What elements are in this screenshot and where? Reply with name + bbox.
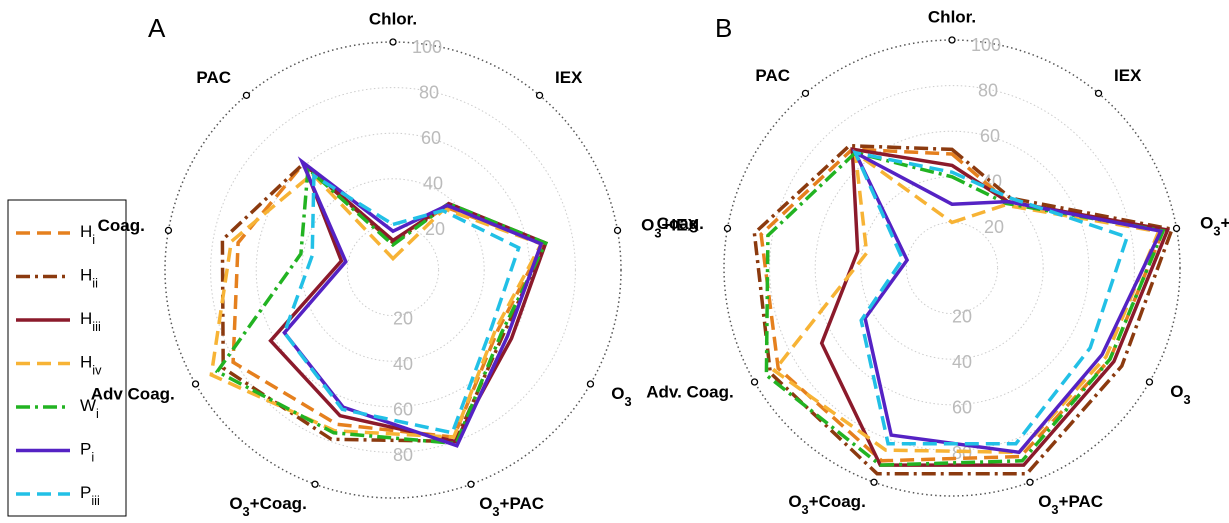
- axis-label: Chlor.: [928, 7, 976, 26]
- axis-label: Adv Coag.: [91, 384, 175, 403]
- axis-marker: [723, 224, 732, 233]
- r-tick-label: 100: [971, 35, 1001, 55]
- axis-marker: [750, 378, 759, 386]
- series-line: [231, 161, 546, 439]
- axis-marker: [467, 480, 475, 488]
- legend-label: Hii: [80, 266, 98, 290]
- axis-marker: [535, 91, 544, 99]
- series-line: [282, 156, 544, 448]
- axis-label: O3+IEX: [641, 216, 699, 240]
- panel-title: B: [715, 13, 732, 43]
- axis-label: O3+IEX: [1200, 214, 1229, 238]
- series-line: [852, 150, 1130, 446]
- r-tick-label: 20: [984, 217, 1004, 237]
- series-line: [752, 143, 1175, 476]
- r-tick-label: 100: [412, 37, 442, 57]
- r-tick-label: 20: [393, 308, 413, 328]
- r-tick-label: 40: [393, 354, 413, 374]
- legend-label: Hiii: [80, 309, 101, 333]
- legend-label: Hi: [80, 222, 95, 246]
- legend-label: Hiv: [80, 353, 102, 377]
- axis-marker: [586, 380, 595, 388]
- axis-marker: [389, 38, 397, 46]
- axis-marker: [1094, 89, 1103, 97]
- axis-marker: [1172, 224, 1181, 233]
- r-tick-label: 20: [952, 306, 972, 326]
- series-line: [214, 165, 549, 446]
- axis-label: O3: [1170, 382, 1190, 406]
- axis-label: Coag.: [657, 214, 704, 233]
- axis-label: Adv. Coag.: [646, 382, 734, 401]
- r-tick-label: 80: [419, 82, 439, 102]
- r-tick-label: 60: [421, 128, 441, 148]
- axis-marker: [164, 226, 173, 235]
- grid-ring: [301, 178, 485, 362]
- r-tick-label: 20: [425, 219, 445, 239]
- axis-label: PAC: [755, 66, 790, 85]
- grid-ring: [210, 87, 576, 453]
- axis-marker: [242, 91, 251, 99]
- r-tick-label: 40: [423, 174, 443, 194]
- axis-label: Coag.: [98, 216, 145, 235]
- axis-marker: [191, 380, 200, 388]
- axis-marker: [801, 89, 810, 97]
- legend-box: [7, 199, 127, 517]
- panel-title: A: [148, 13, 166, 43]
- series-line: [282, 172, 521, 435]
- axis-label: O3+Coag.: [229, 494, 306, 518]
- axis-label: IEX: [1114, 66, 1142, 85]
- r-tick-label: 80: [393, 445, 413, 465]
- series-line: [209, 171, 544, 439]
- axis-label: O3+Coag.: [788, 492, 865, 516]
- axis-label: Chlor.: [369, 9, 417, 28]
- r-tick-label: 80: [978, 80, 998, 100]
- legend-label: Pi: [80, 440, 94, 464]
- grid-ring: [346, 223, 440, 317]
- axis-label: O3: [611, 384, 631, 408]
- axis-label: PAC: [196, 68, 231, 87]
- r-tick-label: 60: [952, 398, 972, 418]
- axis-label: O3+PAC: [479, 494, 544, 518]
- r-tick-label: 60: [393, 400, 413, 420]
- axis-marker: [311, 480, 319, 488]
- grid-ring: [164, 41, 622, 499]
- axis-marker: [870, 478, 878, 486]
- axis-marker: [948, 36, 956, 44]
- grid-ring: [769, 85, 1135, 451]
- grid-ring: [814, 130, 1090, 406]
- axis-label: O3+PAC: [1038, 492, 1103, 516]
- legend-label: Piii: [80, 483, 100, 507]
- r-tick-label: 60: [980, 126, 1000, 146]
- axis-label: IEX: [555, 68, 583, 87]
- grid-ring: [723, 39, 1181, 497]
- axis-marker: [1145, 378, 1154, 386]
- axis-marker: [1026, 478, 1034, 486]
- axis-marker: [613, 226, 622, 235]
- legend-label: Wi: [80, 396, 99, 420]
- r-tick-label: 40: [952, 352, 972, 372]
